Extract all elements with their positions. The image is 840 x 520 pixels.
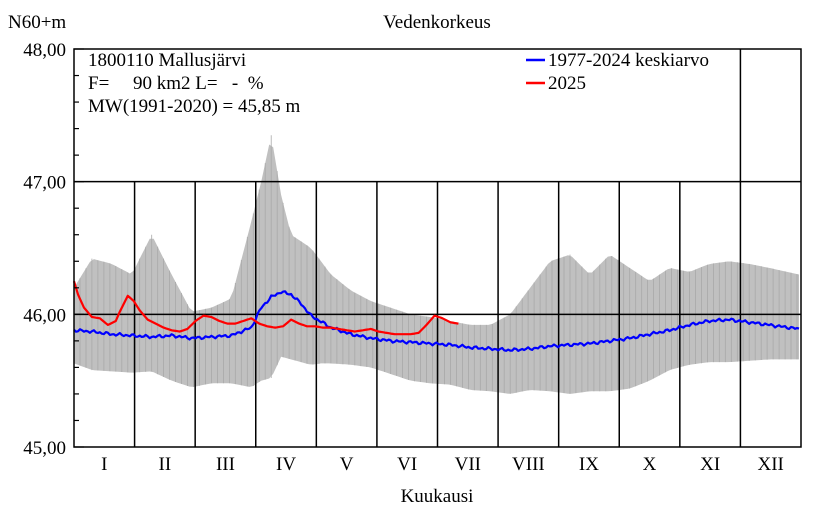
legend-mean-label: 1977-2024 keskiarvo [548, 50, 709, 71]
station-info: 1800110 Mallusjärvi F= 90 km2 L= - % MW(… [88, 50, 301, 117]
y-tick-label: 47,00 [23, 173, 66, 194]
month-label: IX [579, 454, 599, 475]
grid [74, 49, 801, 447]
station-area: F= 90 km2 L= - % [88, 73, 264, 94]
series-lines [72, 280, 800, 352]
month-label: III [216, 454, 235, 475]
y-tick-label: 46,00 [23, 305, 66, 326]
month-label: I [101, 454, 107, 475]
series-2025-line [72, 280, 459, 336]
chart-title: Vedenkorkeus [383, 12, 491, 33]
min-max-band [73, 135, 799, 394]
month-label: II [159, 454, 172, 475]
month-label: XI [700, 454, 720, 475]
legend: 1977-2024 keskiarvo 2025 [526, 50, 709, 94]
month-label: XII [758, 454, 784, 475]
month-label: IV [276, 454, 296, 475]
plot-frame [73, 48, 802, 448]
y-tick-label: 45,00 [23, 438, 66, 459]
x-axis-month-labels: I II III IV V VI VII VIII IX X XI XII [101, 454, 784, 475]
y-axis-label: N60+m [8, 12, 66, 33]
series-mean-line [73, 290, 800, 352]
month-label: X [643, 454, 657, 475]
month-label: V [340, 454, 354, 475]
month-label: VI [397, 454, 417, 475]
station-mean-water: MW(1991-2020) = 45,85 m [88, 96, 301, 117]
month-label: VIII [512, 454, 545, 475]
station-name: 1800110 Mallusjärvi [88, 50, 246, 71]
x-axis-label: Kuukausi [401, 486, 474, 507]
month-label: VII [455, 454, 481, 475]
y-axis-ticks: 45,00 46,00 47,00 48,00 [23, 40, 84, 459]
legend-current-label: 2025 [548, 73, 586, 94]
y-tick-label: 48,00 [23, 40, 66, 61]
